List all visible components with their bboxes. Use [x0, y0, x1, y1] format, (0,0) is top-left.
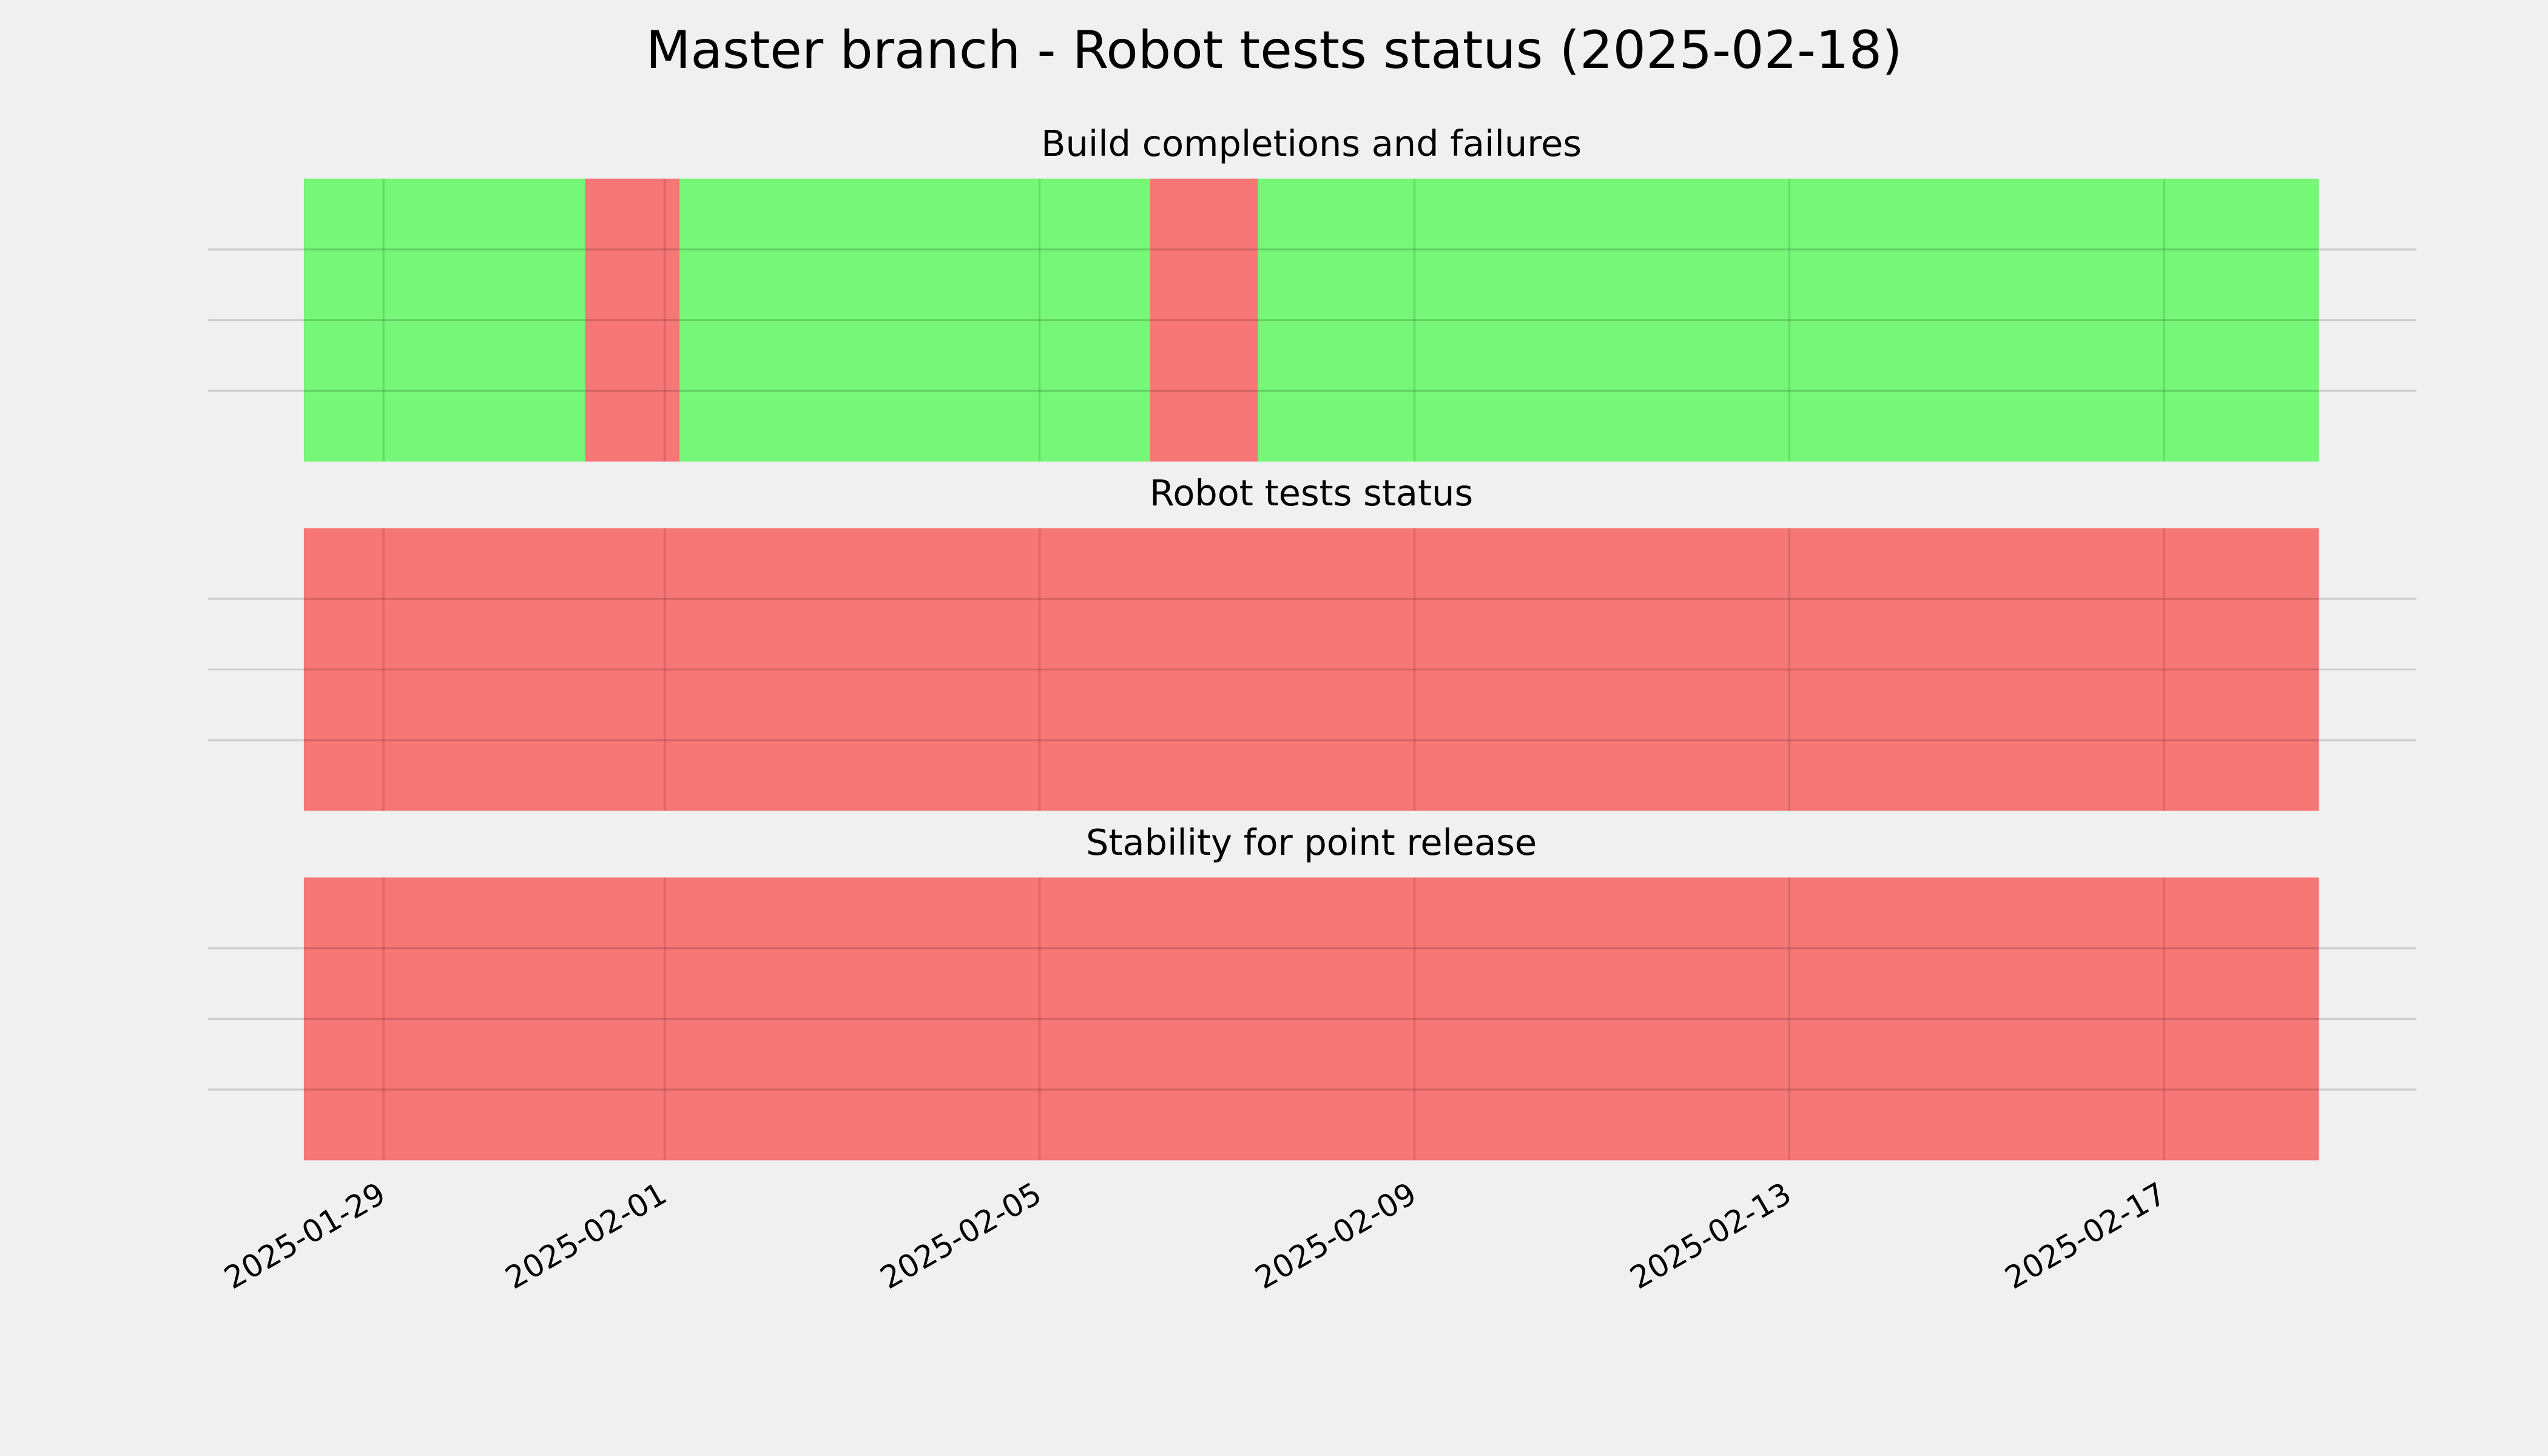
- subplot-title: Robot tests status: [1150, 472, 1473, 514]
- status-span: [303, 877, 2319, 1161]
- status-span: [679, 178, 1150, 462]
- status-span: [585, 178, 680, 462]
- subplot-title: Stability for point release: [1086, 821, 1537, 863]
- status-span: [303, 528, 2319, 811]
- status-span: [1150, 178, 1258, 462]
- status-span: [1258, 178, 2319, 462]
- subplot-title: Build completions and failures: [1041, 123, 1582, 164]
- chart-title: Master branch - Robot tests status (2025…: [645, 20, 1902, 81]
- status-span: [303, 178, 585, 462]
